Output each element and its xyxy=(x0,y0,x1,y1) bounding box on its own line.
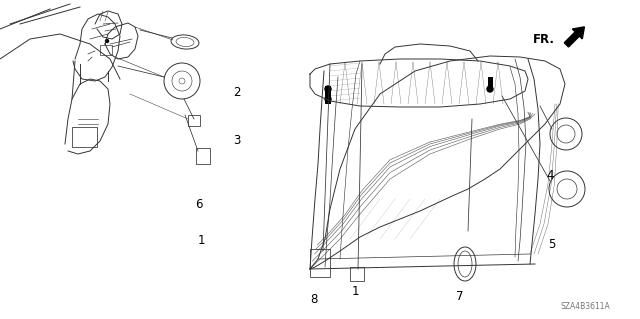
Bar xyxy=(72,127,97,147)
FancyArrow shape xyxy=(564,27,584,47)
Text: 2: 2 xyxy=(233,86,241,99)
Bar xyxy=(188,115,200,126)
Text: 6: 6 xyxy=(195,198,202,211)
Bar xyxy=(196,148,210,164)
Text: 1: 1 xyxy=(351,286,359,298)
Bar xyxy=(100,45,112,55)
Circle shape xyxy=(106,40,109,42)
Text: FR.: FR. xyxy=(532,33,554,46)
Bar xyxy=(488,77,493,91)
Circle shape xyxy=(487,86,493,92)
Text: 7: 7 xyxy=(456,290,463,303)
Bar xyxy=(310,249,330,277)
Bar xyxy=(350,267,364,281)
Text: 3: 3 xyxy=(233,134,241,147)
Text: 8: 8 xyxy=(310,293,317,306)
Text: 1: 1 xyxy=(198,234,205,247)
Text: 4: 4 xyxy=(547,169,554,182)
Bar xyxy=(325,86,331,104)
Circle shape xyxy=(325,96,331,102)
Text: SZA4B3611A: SZA4B3611A xyxy=(560,302,610,311)
Circle shape xyxy=(325,86,331,92)
Text: 5: 5 xyxy=(548,238,556,250)
